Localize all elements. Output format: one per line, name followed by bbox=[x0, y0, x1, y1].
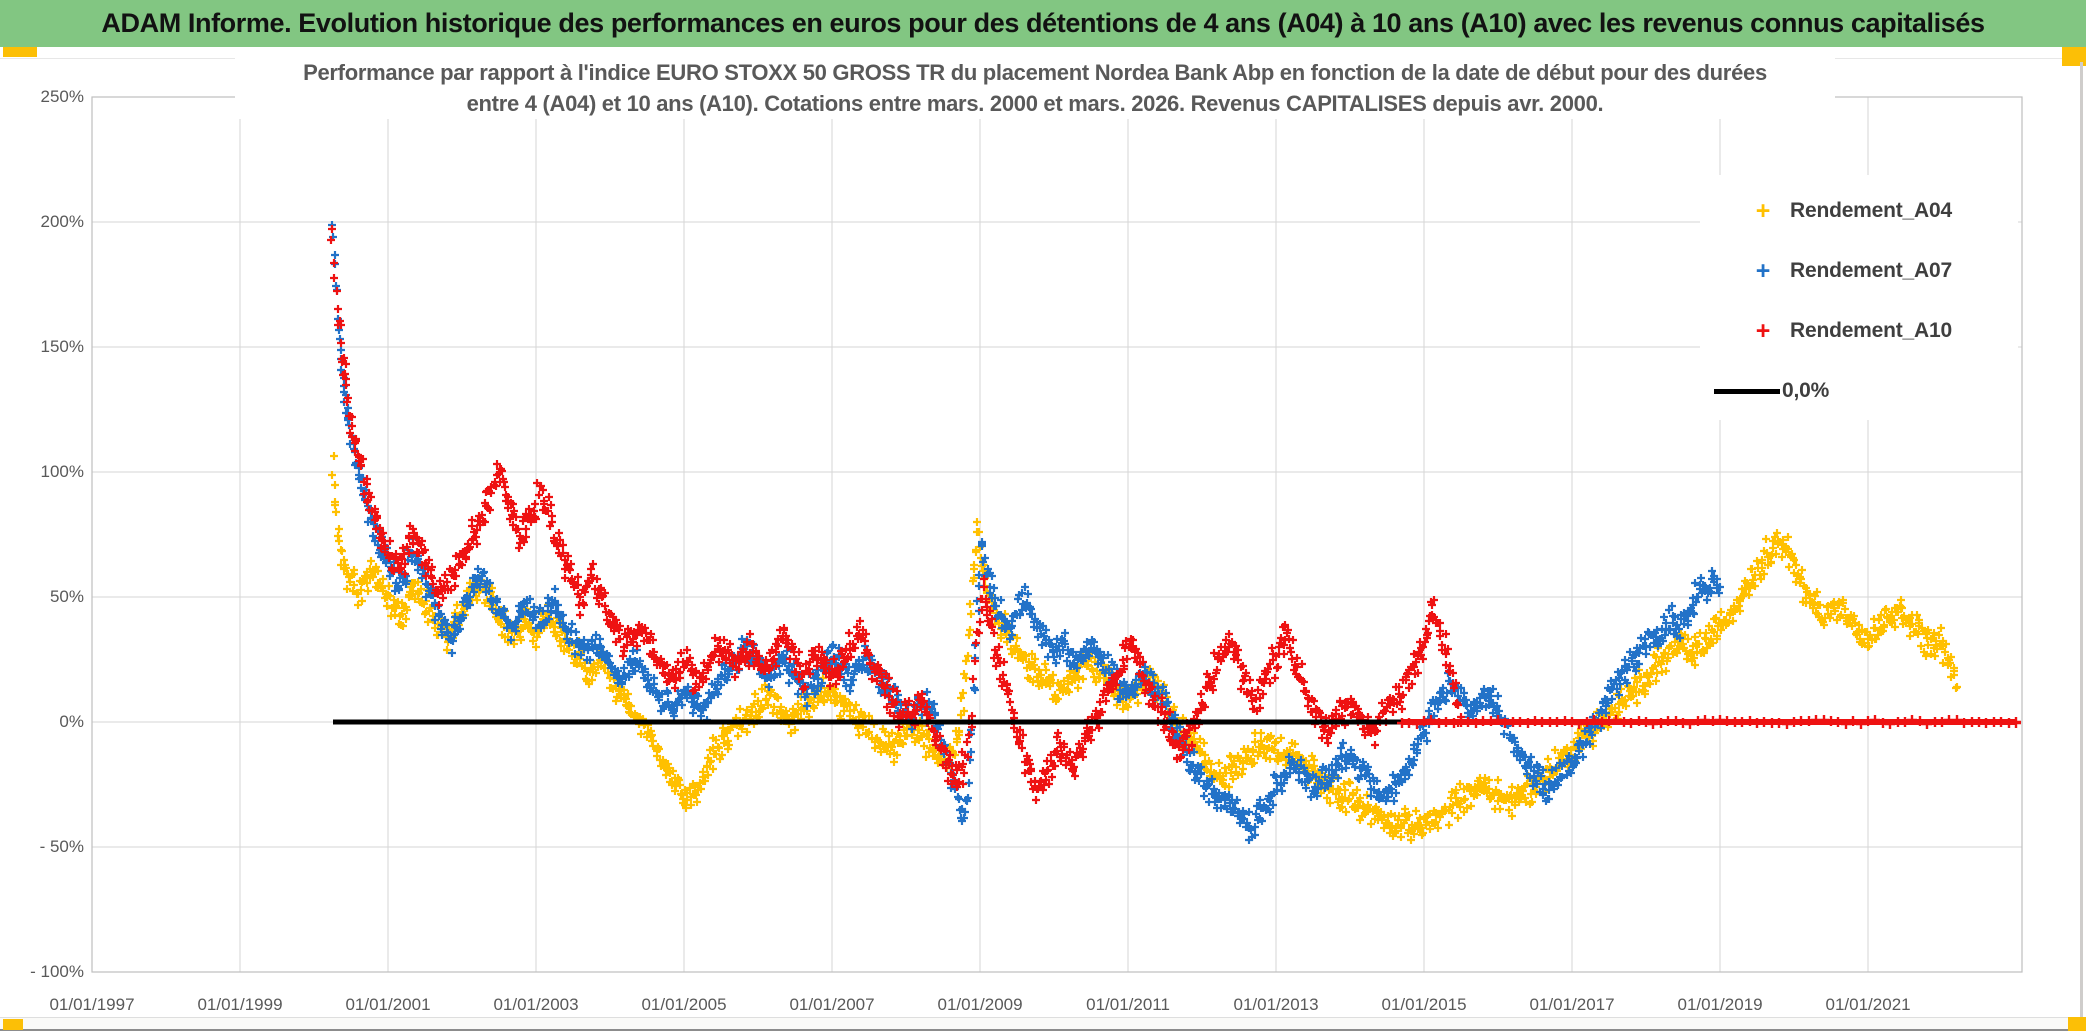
plus-marker-icon: + bbox=[1755, 197, 1771, 225]
accent-top-right bbox=[2062, 47, 2086, 66]
legend-item-rendement-a07: + Rendement_A07 bbox=[1700, 254, 2018, 288]
legend-label: 0,0% bbox=[1782, 379, 1830, 402]
x-tick-label: 01/01/2013 bbox=[1233, 995, 1319, 1014]
chart-title-line2: entre 4 (A04) et 10 ans (A10). Cotations… bbox=[466, 91, 1604, 116]
legend-label: Rendement_A10 bbox=[1790, 319, 1952, 342]
plus-marker-icon: + bbox=[1755, 317, 1771, 345]
x-tick-label: 01/01/2019 bbox=[1677, 995, 1763, 1014]
bottom-strip bbox=[0, 1017, 2086, 1031]
chart-title-line1: Performance par rapport à l'indice EURO … bbox=[303, 60, 1767, 85]
accent-bottom-right bbox=[2068, 1017, 2086, 1031]
chart-title: Performance par rapport à l'indice EURO … bbox=[235, 57, 1835, 119]
zero-line-icon bbox=[1714, 389, 1780, 394]
series-rendement_a04-points bbox=[328, 452, 1961, 844]
y-tick-label: 150% bbox=[40, 337, 84, 356]
series-rendement_a10-points bbox=[327, 225, 1465, 804]
y-tick-label: 0% bbox=[59, 712, 84, 731]
accent-top-left bbox=[3, 47, 37, 57]
x-tick-label: 01/01/2021 bbox=[1825, 995, 1911, 1014]
series-rendement_a07-points bbox=[328, 221, 1724, 844]
y-tick-label: 50% bbox=[49, 587, 84, 606]
page-title: ADAM Informe. Evolution historique des p… bbox=[101, 8, 1985, 38]
x-tick-label: 01/01/2007 bbox=[789, 995, 875, 1014]
x-tick-label: 01/01/1999 bbox=[197, 995, 283, 1014]
y-tick-label: - 50% bbox=[39, 837, 84, 856]
y-tick-label: 250% bbox=[40, 87, 84, 106]
plus-marker-icon: + bbox=[1755, 257, 1771, 285]
x-tick-label: 01/01/2015 bbox=[1381, 995, 1467, 1014]
x-tick-label: 01/01/2003 bbox=[493, 995, 579, 1014]
x-tick-label: 01/01/2001 bbox=[345, 995, 431, 1014]
y-tick-label: - 100% bbox=[30, 962, 84, 981]
legend-item-rendement-a04: + Rendement_A04 bbox=[1700, 194, 2018, 228]
accent-bottom-left bbox=[3, 1019, 23, 1030]
chart-legend: + Rendement_A04 + Rendement_A07 + Rendem… bbox=[1700, 175, 2018, 420]
legend-label: Rendement_A07 bbox=[1790, 259, 1952, 282]
page-title-bar: ADAM Informe. Evolution historique des p… bbox=[0, 0, 2086, 47]
y-tick-label: 100% bbox=[40, 462, 84, 481]
x-tick-label: 01/01/1997 bbox=[49, 995, 135, 1014]
x-tick-label: 01/01/2005 bbox=[641, 995, 727, 1014]
x-tick-label: 01/01/2009 bbox=[937, 995, 1023, 1014]
legend-item-rendement-a10: + Rendement_A10 bbox=[1700, 314, 2018, 348]
y-tick-label: 200% bbox=[40, 212, 84, 231]
x-tick-label: 01/01/2017 bbox=[1529, 995, 1615, 1014]
right-edge-line bbox=[2080, 62, 2083, 1018]
zero-line-markers bbox=[1397, 715, 2021, 729]
x-tick-label: 01/01/2011 bbox=[1086, 995, 1170, 1014]
legend-label: Rendement_A04 bbox=[1790, 199, 1952, 222]
legend-item-zero-line: 0,0% bbox=[1700, 374, 2018, 408]
